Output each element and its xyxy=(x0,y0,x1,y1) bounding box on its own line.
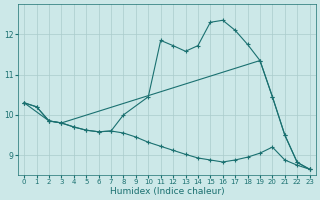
X-axis label: Humidex (Indice chaleur): Humidex (Indice chaleur) xyxy=(109,187,224,196)
